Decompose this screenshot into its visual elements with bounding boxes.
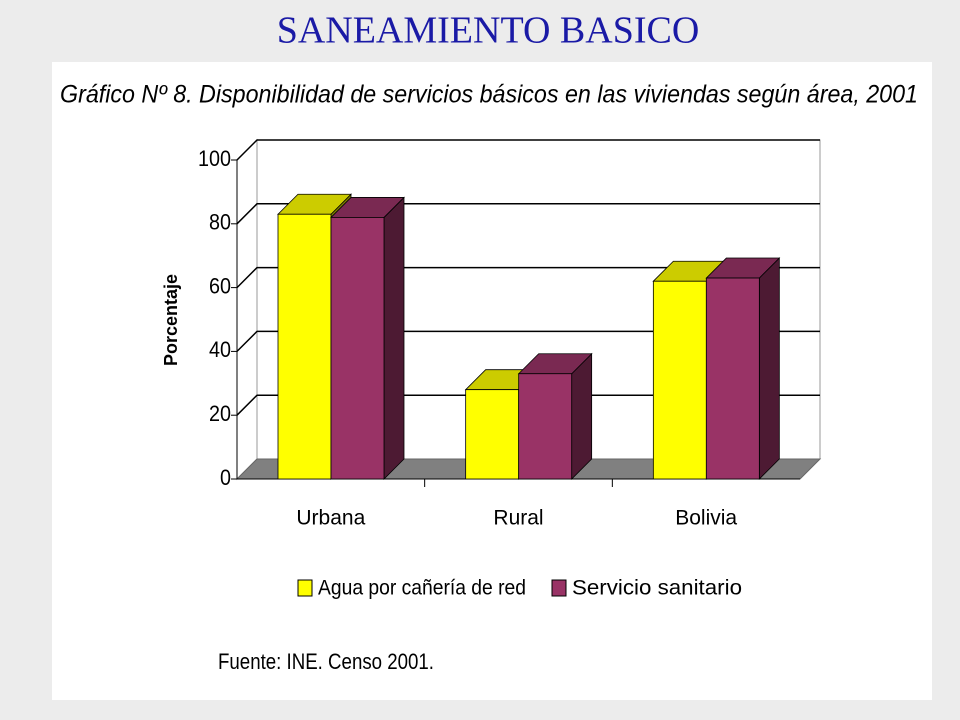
y-tick-label: 40 — [209, 337, 231, 362]
bar-side — [571, 352, 593, 480]
bar-front — [652, 280, 707, 480]
bar-front — [518, 373, 573, 480]
bar-front — [465, 389, 520, 480]
y-tick-label: 20 — [209, 401, 231, 426]
bar-side — [383, 196, 405, 480]
legend-swatch — [551, 579, 567, 597]
grid-line — [236, 394, 820, 416]
x-tick-label: Urbana — [296, 507, 365, 530]
bar — [705, 257, 781, 480]
legend-label: Servicio sanitario — [572, 577, 742, 600]
bar-front — [277, 213, 332, 480]
bar — [330, 196, 405, 480]
y-axis-label: Porcentaje — [161, 274, 181, 366]
slide-title: SANEAMIENTO BASICO — [277, 10, 700, 52]
bar-front — [705, 277, 760, 480]
side-wall — [236, 138, 258, 481]
bar — [517, 352, 593, 480]
y-tick-label: 100 — [198, 146, 231, 171]
grid-line — [236, 203, 820, 225]
bar-front — [330, 217, 385, 480]
chart-title: Gráfico Nº 8. Disponibilidad de servicio… — [60, 81, 918, 109]
legend-label: Agua por cañería de red — [318, 577, 526, 600]
x-tick-label: Rural — [493, 507, 543, 530]
grid-line — [236, 266, 820, 289]
legend-swatch — [297, 579, 313, 597]
y-tick-label: 0 — [220, 465, 231, 490]
y-tick-label: 60 — [209, 273, 231, 298]
x-tick-label: Bolivia — [675, 507, 737, 530]
source-note: Fuente: INE. Censo 2001. — [218, 649, 434, 674]
bar-side — [758, 257, 780, 480]
y-tick-label: 80 — [209, 210, 231, 235]
grid-line — [236, 139, 820, 161]
grid-line — [236, 330, 820, 352]
